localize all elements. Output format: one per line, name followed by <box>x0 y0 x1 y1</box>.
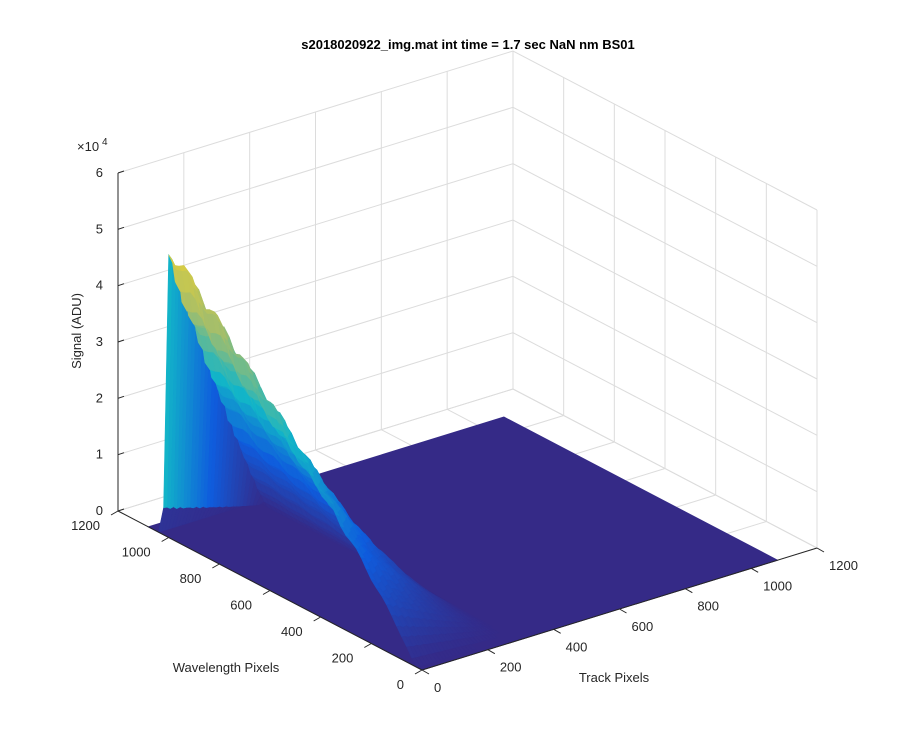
z-tick-mark <box>117 226 125 230</box>
y-tick-label: 1000 <box>122 545 151 560</box>
x-tick-mark <box>421 669 430 675</box>
x-tick-label: 0 <box>434 680 441 695</box>
z-tick-label: 1 <box>96 447 103 462</box>
grid-line <box>117 106 818 267</box>
grid-line <box>117 50 818 211</box>
y-tick-mark <box>414 669 423 675</box>
y-tick-label: 200 <box>332 651 354 666</box>
z-exponent-base: ×10 <box>77 139 99 154</box>
z-axis-label: Signal (ADU) <box>69 293 84 369</box>
y-tick-mark <box>364 643 372 648</box>
z-tick-mark <box>117 339 125 343</box>
z-exponent: ×10 4 <box>77 137 108 154</box>
z-tick-label: 0 <box>96 503 103 518</box>
z-tick-label: 6 <box>96 165 103 180</box>
y-tick-label: 1200 <box>71 518 100 533</box>
x-tick-mark <box>619 608 627 614</box>
grid-line <box>117 275 818 436</box>
x-tick-mark <box>553 628 561 634</box>
x-tick-mark <box>685 588 693 594</box>
x-tick-label: 1200 <box>829 558 858 573</box>
x-tick-mark <box>750 567 759 573</box>
z-tick-label: 2 <box>96 390 103 405</box>
surface <box>147 253 779 671</box>
x-tick-mark <box>816 547 825 553</box>
y-tick-label: 600 <box>230 598 252 613</box>
z-tick-mark <box>117 452 125 456</box>
z-tick-label: 5 <box>96 221 103 236</box>
x-tick-mark <box>487 649 496 655</box>
z-exponent-power: 4 <box>102 137 108 148</box>
x-tick-label: 200 <box>500 660 522 675</box>
chart-title: s2018020922_img.mat int time = 1.7 sec N… <box>301 37 635 52</box>
x-tick-label: 1000 <box>763 578 792 593</box>
tick-labels: 0200400600800100012000200400600800100012… <box>71 165 858 695</box>
z-tick-mark <box>117 283 125 287</box>
grid-line <box>117 219 818 380</box>
x-tick-label: 400 <box>566 639 588 654</box>
z-tick-mark <box>117 395 125 399</box>
y-axis-label: Wavelength Pixels <box>173 660 280 675</box>
z-tick-mark <box>117 508 125 512</box>
surface-patch <box>411 657 421 668</box>
y-tick-label: 0 <box>397 677 404 692</box>
y-tick-mark <box>161 537 169 542</box>
x-tick-label: 600 <box>632 619 654 634</box>
z-tick-label: 4 <box>96 278 103 293</box>
y-tick-mark <box>313 616 321 622</box>
y-tick-mark <box>262 590 271 595</box>
y-tick-mark <box>110 510 119 516</box>
z-tick-label: 3 <box>96 334 103 349</box>
y-tick-mark <box>212 563 220 569</box>
y-tick-label: 400 <box>281 624 303 639</box>
x-axis-label: Track Pixels <box>579 670 650 685</box>
z-tick-mark <box>117 170 125 174</box>
y-tick-label: 800 <box>180 571 202 586</box>
x-tick-label: 800 <box>697 599 719 614</box>
grid-line <box>117 163 818 324</box>
